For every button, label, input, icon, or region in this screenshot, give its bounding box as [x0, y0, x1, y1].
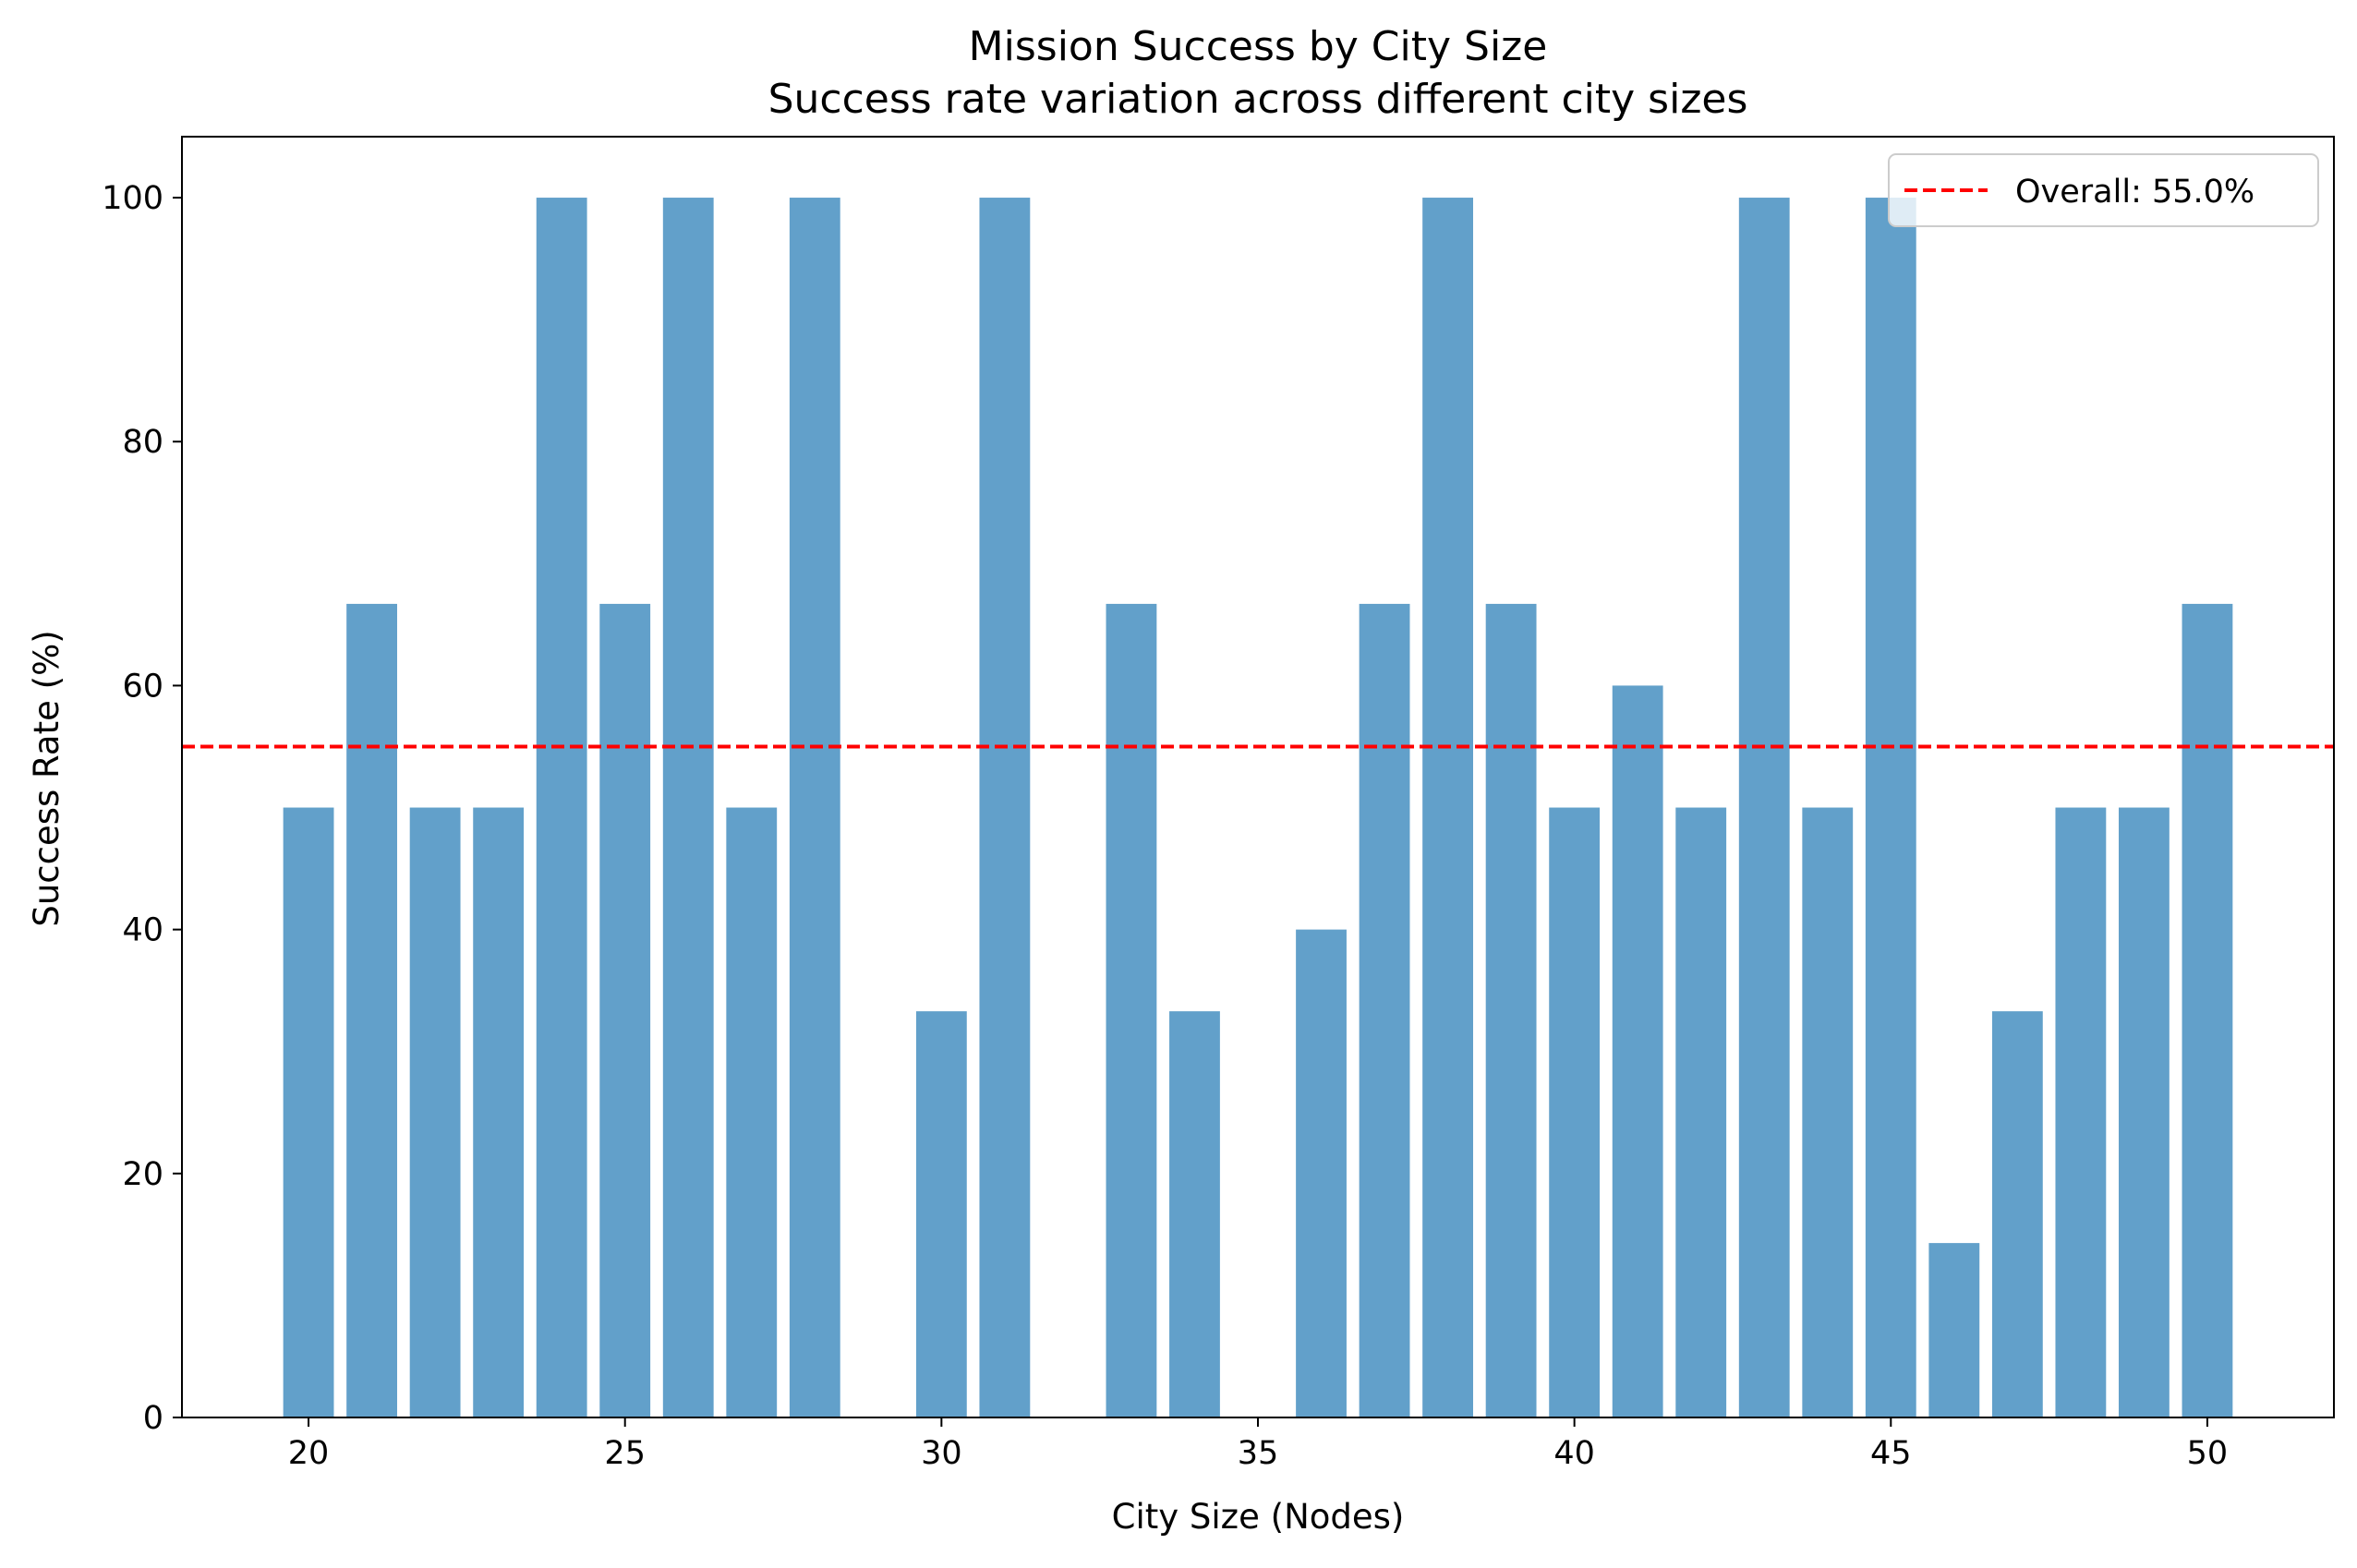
bar-48: [2055, 807, 2107, 1417]
x-tick-label: 25: [604, 1435, 646, 1472]
bar-45: [1865, 198, 1916, 1418]
bar-50: [2182, 603, 2233, 1417]
bar-31: [979, 198, 1031, 1418]
bar-20: [283, 807, 334, 1417]
bars-group: [283, 198, 2233, 1418]
bar-37: [1359, 603, 1410, 1417]
x-tick-label: 45: [1870, 1435, 1912, 1472]
bar-27: [726, 807, 778, 1417]
y-tick-label: 0: [143, 1400, 163, 1437]
legend-box: [1888, 153, 2319, 227]
bar-25: [599, 603, 651, 1417]
x-tick-label: 20: [288, 1435, 330, 1472]
x-tick-label: 50: [2187, 1435, 2229, 1472]
bar-39: [1485, 603, 1537, 1417]
bar-43: [1738, 198, 1790, 1418]
y-tick-label: 60: [122, 668, 163, 705]
bar-44: [1802, 807, 1854, 1417]
y-tick-label: 100: [102, 180, 163, 217]
bar-38: [1422, 198, 1473, 1418]
bar-40: [1549, 807, 1601, 1417]
bar-36: [1296, 929, 1347, 1417]
x-axis-label: City Size (Nodes): [1112, 1497, 1405, 1537]
chart-title: Mission Success by City Size: [969, 23, 1548, 70]
bar-30: [915, 1011, 967, 1417]
y-tick-label: 80: [122, 424, 163, 461]
y-axis-label: Success Rate (%): [27, 630, 66, 926]
bar-47: [1991, 1011, 2043, 1417]
bar-49: [2119, 807, 2170, 1417]
y-tick-label: 20: [122, 1156, 163, 1193]
bar-22: [409, 807, 461, 1417]
bar-33: [1106, 603, 1157, 1417]
legend: Overall: 55.0%: [1888, 153, 2319, 227]
bar-21: [346, 603, 397, 1417]
bar-23: [473, 807, 525, 1417]
y-tick-label: 40: [122, 912, 163, 949]
bar-24: [536, 198, 587, 1418]
x-axis-ticks: 20 25 30 35 40 45 50: [288, 1417, 2228, 1472]
legend-label: Overall: 55.0%: [2015, 174, 2254, 211]
bar-26: [662, 198, 714, 1418]
chart-subtitle: Success rate variation across different …: [768, 76, 1748, 123]
x-tick-label: 30: [921, 1435, 962, 1472]
bar-28: [789, 198, 840, 1418]
y-axis-ticks: 0 20 40 60 80 100: [102, 180, 182, 1437]
bar-41: [1612, 685, 1663, 1417]
x-tick-label: 40: [1553, 1435, 1595, 1472]
bar-34: [1169, 1011, 1220, 1417]
bar-42: [1675, 807, 1727, 1417]
x-tick-label: 35: [1238, 1435, 1279, 1472]
bar-46: [1928, 1243, 1980, 1417]
